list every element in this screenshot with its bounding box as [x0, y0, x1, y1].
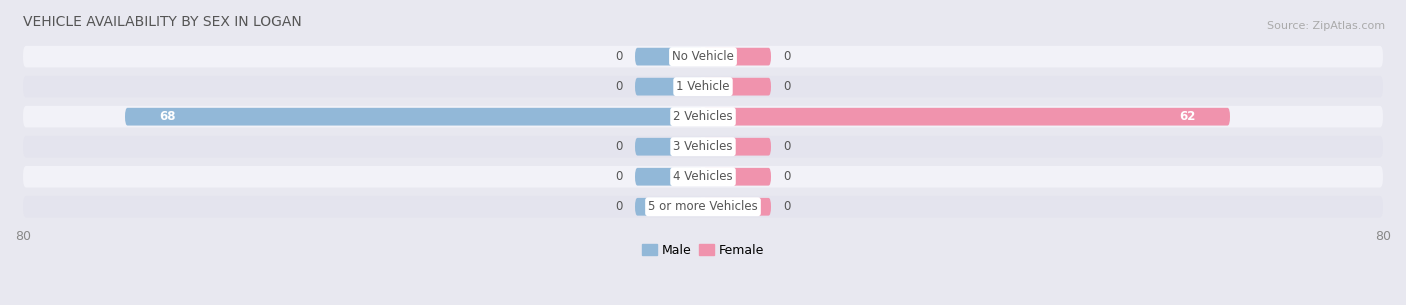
- Text: 0: 0: [614, 80, 623, 93]
- FancyBboxPatch shape: [636, 138, 703, 156]
- Text: 68: 68: [159, 110, 176, 123]
- Text: 0: 0: [783, 50, 792, 63]
- FancyBboxPatch shape: [22, 46, 1384, 67]
- Text: 0: 0: [783, 80, 792, 93]
- Text: 3 Vehicles: 3 Vehicles: [673, 140, 733, 153]
- FancyBboxPatch shape: [22, 106, 1384, 127]
- FancyBboxPatch shape: [703, 48, 770, 66]
- FancyBboxPatch shape: [703, 198, 770, 216]
- FancyBboxPatch shape: [22, 196, 1384, 217]
- FancyBboxPatch shape: [636, 198, 703, 216]
- FancyBboxPatch shape: [636, 48, 703, 66]
- Text: 0: 0: [614, 140, 623, 153]
- FancyBboxPatch shape: [703, 108, 1230, 126]
- FancyBboxPatch shape: [22, 166, 1384, 188]
- Text: No Vehicle: No Vehicle: [672, 50, 734, 63]
- FancyBboxPatch shape: [636, 78, 703, 95]
- Text: 2 Vehicles: 2 Vehicles: [673, 110, 733, 123]
- Text: 5 or more Vehicles: 5 or more Vehicles: [648, 200, 758, 213]
- FancyBboxPatch shape: [125, 108, 703, 126]
- Text: 0: 0: [614, 200, 623, 213]
- Text: 4 Vehicles: 4 Vehicles: [673, 170, 733, 183]
- Text: 62: 62: [1180, 110, 1197, 123]
- Text: Source: ZipAtlas.com: Source: ZipAtlas.com: [1267, 21, 1385, 31]
- Text: 0: 0: [783, 140, 792, 153]
- FancyBboxPatch shape: [636, 168, 703, 186]
- Text: 1 Vehicle: 1 Vehicle: [676, 80, 730, 93]
- FancyBboxPatch shape: [22, 136, 1384, 157]
- Legend: Male, Female: Male, Female: [637, 239, 769, 262]
- FancyBboxPatch shape: [703, 168, 770, 186]
- Text: 0: 0: [614, 170, 623, 183]
- Text: VEHICLE AVAILABILITY BY SEX IN LOGAN: VEHICLE AVAILABILITY BY SEX IN LOGAN: [22, 15, 302, 29]
- Text: 0: 0: [614, 50, 623, 63]
- Text: 0: 0: [783, 170, 792, 183]
- FancyBboxPatch shape: [22, 76, 1384, 98]
- Text: 0: 0: [783, 200, 792, 213]
- FancyBboxPatch shape: [703, 138, 770, 156]
- FancyBboxPatch shape: [703, 78, 770, 95]
